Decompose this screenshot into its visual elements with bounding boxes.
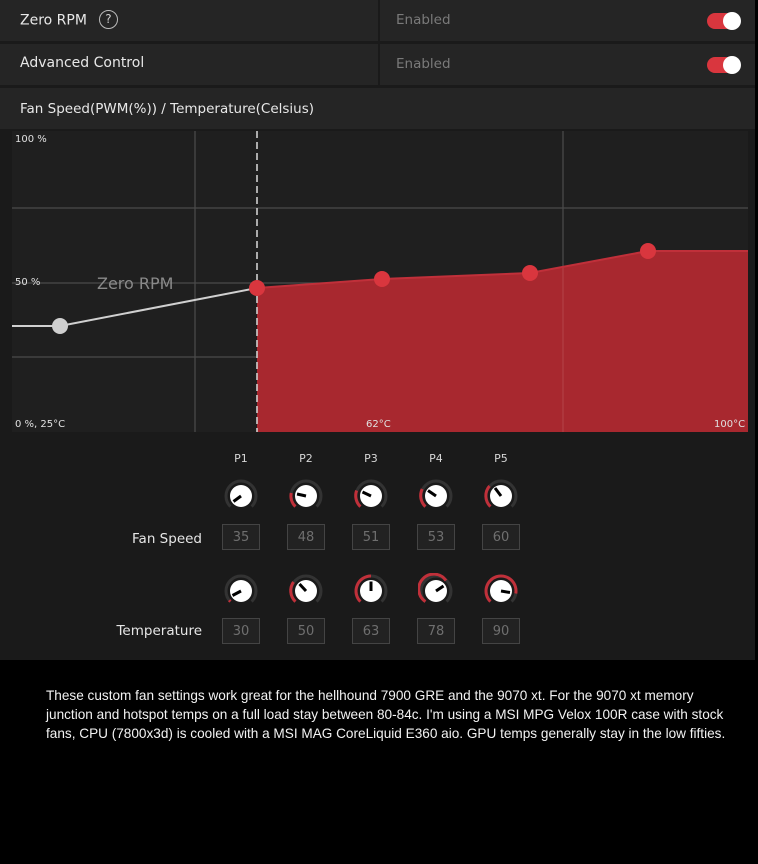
- chart-header: Fan Speed(PWM(%)) / Temperature(Celsius): [0, 88, 755, 129]
- origin-tick: 0 %, 25°C: [15, 419, 66, 430]
- zero-rpm-label: Zero RPM: [20, 12, 87, 29]
- zero-rpm-value-row: Enabled: [380, 0, 755, 41]
- advanced-control-value-row: Enabled: [380, 44, 755, 85]
- temperature-input-p2[interactable]: 50: [287, 618, 325, 644]
- point-label-p3: P3: [364, 452, 378, 465]
- curve-point-p5[interactable]: [640, 243, 656, 259]
- fan-curve-graph[interactable]: [12, 131, 748, 432]
- temperature-input-p4[interactable]: 78: [417, 618, 455, 644]
- point-label-p1: P1: [234, 452, 248, 465]
- zero-rpm-toggle[interactable]: [707, 12, 741, 30]
- temperature-knob-p2[interactable]: [288, 573, 324, 609]
- x-tick-100: 100°C: [714, 419, 746, 430]
- zero-rpm-annotation: Zero RPM: [97, 274, 174, 293]
- fan-speed-input-p4[interactable]: 53: [417, 524, 455, 550]
- curve-point-p3[interactable]: [374, 271, 390, 287]
- advanced-control-label: Advanced Control: [20, 55, 145, 71]
- point-label-p2: P2: [299, 452, 313, 465]
- toggle-knob: [723, 56, 741, 74]
- zero-rpm-status: Enabled: [396, 12, 451, 28]
- fan-speed-knob-p3[interactable]: [353, 478, 389, 514]
- fan-speed-input-p3[interactable]: 51: [352, 524, 390, 550]
- temperature-input-p3[interactable]: 63: [352, 618, 390, 644]
- fan-speed-knob-p4[interactable]: [418, 478, 454, 514]
- temperature-input-p1[interactable]: 30: [222, 618, 260, 644]
- advanced-control-status: Enabled: [396, 56, 451, 72]
- points-editor: P1 P2 P3 P4 P5: [0, 440, 755, 660]
- curve-point-p2[interactable]: [249, 280, 265, 296]
- help-icon[interactable]: ?: [98, 10, 118, 29]
- temperature-input-p5[interactable]: 90: [482, 618, 520, 644]
- temperature-knob-p5[interactable]: [483, 573, 519, 609]
- temperature-knob-p4[interactable]: [418, 573, 454, 609]
- temperature-knob-p1[interactable]: [223, 573, 259, 609]
- caption-text: These custom fan settings work great for…: [46, 688, 726, 741]
- advanced-control-toggle[interactable]: [707, 56, 741, 74]
- fan-speed-knob-p5[interactable]: [483, 478, 519, 514]
- zero-rpm-row: Zero RPM?: [0, 0, 378, 41]
- fan-speed-input-p1[interactable]: 35: [222, 524, 260, 550]
- fan-tuning-panel: Zero RPM? Enabled Advanced Control Enabl…: [0, 0, 755, 660]
- curve-point-p4[interactable]: [522, 265, 538, 281]
- temperature-label: Temperature: [116, 623, 202, 639]
- fan-speed-input-p2[interactable]: 48: [287, 524, 325, 550]
- y-tick-50: 50 %: [15, 277, 41, 288]
- point-label-p4: P4: [429, 452, 443, 465]
- fan-speed-input-p5[interactable]: 60: [482, 524, 520, 550]
- fan-speed-knob-p2[interactable]: [288, 478, 324, 514]
- temperature-knob-p3[interactable]: [353, 573, 389, 609]
- x-tick-62: 62°C: [366, 419, 391, 430]
- toggle-knob: [723, 12, 741, 30]
- advanced-control-row: Advanced Control: [0, 44, 378, 85]
- point-label-p5: P5: [494, 452, 508, 465]
- fan-speed-knob-p1[interactable]: [223, 478, 259, 514]
- fan-speed-label: Fan Speed: [132, 531, 202, 547]
- fan-curve-chart[interactable]: 100 % 50 % 0 %, 25°C 62°C 100°C Zero RPM: [12, 131, 748, 432]
- curve-point-p1[interactable]: [52, 318, 68, 334]
- chart-title: Fan Speed(PWM(%)) / Temperature(Celsius): [20, 101, 315, 117]
- y-tick-100: 100 %: [15, 134, 47, 145]
